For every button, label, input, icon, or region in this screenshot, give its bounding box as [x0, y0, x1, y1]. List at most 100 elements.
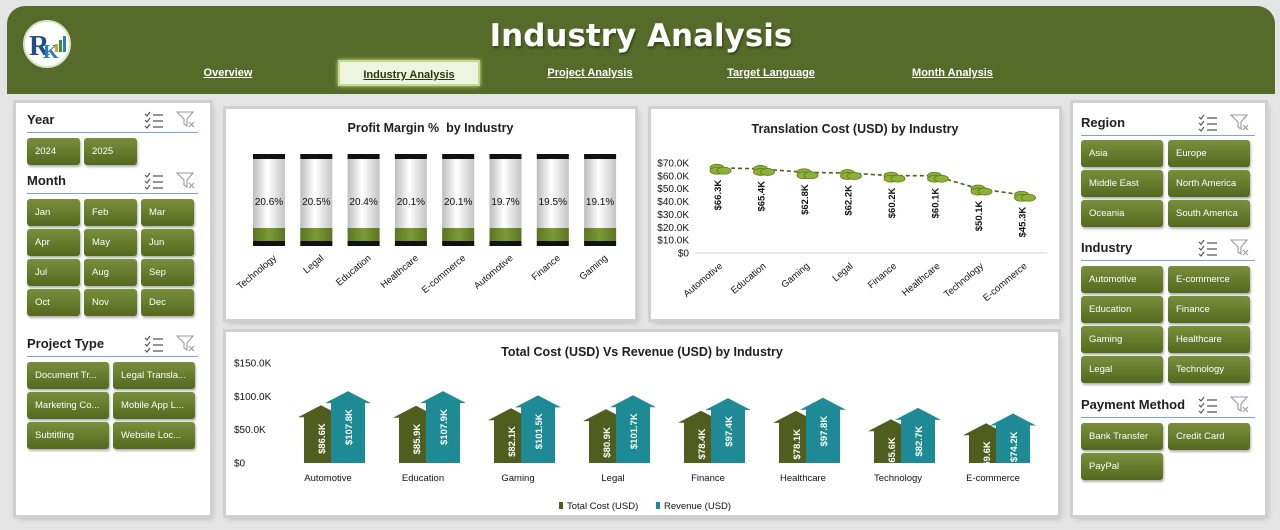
- coin-marker-icon: [753, 165, 775, 176]
- tab-project-analysis[interactable]: Project Analysis: [547, 67, 633, 79]
- x-tick-label: Technology: [874, 473, 922, 484]
- profit-fill-bar: [300, 228, 333, 241]
- y-tick-label: $50.0K: [234, 425, 266, 436]
- month-option-sep[interactable]: Sep: [141, 259, 194, 286]
- project-type-option-subtitling[interactable]: Subtitling: [27, 422, 109, 449]
- total-cost-data-label: $59.6K: [982, 441, 993, 472]
- cylinder-cap-top: [584, 154, 617, 159]
- multi-select-icon[interactable]: [1198, 396, 1218, 414]
- project-type-option-document-tr[interactable]: Document Tr...: [27, 362, 109, 389]
- profit-fill-bar: [347, 228, 380, 241]
- industry-option-e-commerce[interactable]: E-commerce: [1168, 266, 1250, 293]
- profit-data-label: 20.5%: [302, 197, 330, 208]
- payment-method-option-bank-transfer[interactable]: Bank Transfer: [1081, 423, 1163, 450]
- x-tick-label: Healthcare: [780, 473, 826, 484]
- multi-select-icon[interactable]: [144, 111, 164, 129]
- multi-select-icon[interactable]: [1198, 239, 1218, 257]
- year-option-2024[interactable]: 2024: [27, 138, 80, 165]
- project-type-option-mobile-app-l[interactable]: Mobile App L...: [113, 392, 195, 419]
- project-type-option-marketing-co[interactable]: Marketing Co...: [27, 392, 109, 419]
- payment-method-option-paypal[interactable]: PayPal: [1081, 453, 1163, 480]
- revenue-arrow-bar: [515, 395, 561, 463]
- region-option-south-america[interactable]: South America: [1168, 200, 1250, 227]
- cost-vs-revenue-chart: Total Cost (USD) Vs Revenue (USD) by Ind…: [226, 332, 1058, 515]
- month-option-nov[interactable]: Nov: [84, 289, 137, 316]
- x-tick-label: Gaming: [501, 473, 534, 484]
- month-option-jun[interactable]: Jun: [141, 229, 194, 256]
- clear-filter-icon[interactable]: [175, 335, 196, 353]
- month-option-feb[interactable]: Feb: [84, 199, 137, 226]
- clear-filter-icon[interactable]: [1229, 114, 1250, 132]
- region-option-asia[interactable]: Asia: [1081, 140, 1163, 167]
- multi-select-icon[interactable]: [1198, 114, 1218, 132]
- y-tick-label: $10.0K: [657, 236, 689, 247]
- header-bar: R K Industry Analysis: [7, 6, 1275, 94]
- region-option-europe[interactable]: Europe: [1168, 140, 1250, 167]
- total-cost-data-label: $85.9K: [412, 424, 423, 455]
- project-type-option-website-loc[interactable]: Website Loc...: [113, 422, 195, 449]
- month-option-may[interactable]: May: [84, 229, 137, 256]
- region-option-oceania[interactable]: Oceania: [1081, 200, 1163, 227]
- translation-cost-data-label: $62.2K: [844, 185, 855, 216]
- industry-option-gaming[interactable]: Gaming: [1081, 326, 1163, 353]
- coin-marker-icon: [1014, 190, 1036, 202]
- month-option-jan[interactable]: Jan: [27, 199, 80, 226]
- translation-cost-data-label: $62.8K: [800, 184, 811, 215]
- x-tick-label: E-commerce: [981, 261, 1029, 304]
- y-tick-label: $50.0K: [657, 184, 689, 195]
- cylinder-cap-top: [442, 154, 475, 159]
- industry-slicer-title: Industry: [1081, 240, 1133, 255]
- clear-filter-icon[interactable]: [1229, 239, 1250, 257]
- industry-option-legal[interactable]: Legal: [1081, 356, 1163, 383]
- payment-method-option-credit-card[interactable]: Credit Card: [1168, 423, 1250, 450]
- cylinder-cap-bottom: [536, 241, 569, 246]
- x-tick-label: Finance: [530, 253, 563, 283]
- tab-overview[interactable]: Overview: [203, 67, 253, 79]
- revenue-data-label: $82.7K: [914, 426, 925, 457]
- clear-filter-icon[interactable]: [175, 172, 196, 190]
- industry-option-education[interactable]: Education: [1081, 296, 1163, 323]
- industry-option-technology[interactable]: Technology: [1168, 356, 1250, 383]
- coin-marker-icon: [796, 168, 819, 180]
- x-tick-label: Automotive: [681, 261, 724, 300]
- x-tick-label: Legal: [831, 261, 856, 284]
- x-tick-label: Finance: [866, 261, 899, 291]
- multi-select-icon[interactable]: [144, 172, 164, 190]
- profit-margin-bar-chart: 20.6% Technology 20.5% Legal 20.4% Education 2…: [235, 154, 617, 296]
- translation-cost-data-label: $60.2K: [887, 187, 898, 218]
- industry-option-finance[interactable]: Finance: [1168, 296, 1250, 323]
- revenue-arrow-bar: [420, 391, 466, 463]
- cylinder-cap-top: [253, 154, 285, 159]
- revenue-data-label: $107.8K: [344, 409, 355, 445]
- tab-target-language[interactable]: Target Language: [727, 67, 815, 79]
- multi-select-icon[interactable]: [144, 335, 164, 353]
- region-option-middle-east[interactable]: Middle East: [1081, 170, 1163, 197]
- tab-industry-analysis[interactable]: Industry Analysis: [338, 60, 480, 86]
- x-tick-label: Technology: [942, 261, 986, 300]
- month-option-oct[interactable]: Oct: [27, 289, 80, 316]
- cylinder-cap-top: [394, 154, 427, 159]
- profit-fill-bar: [253, 228, 285, 241]
- revenue-data-label: $97.4K: [724, 416, 735, 447]
- profit-data-label: 20.4%: [349, 197, 377, 208]
- tab-month-analysis[interactable]: Month Analysis: [912, 67, 993, 79]
- project-type-option-legal-transla[interactable]: Legal Transla...: [113, 362, 195, 389]
- clear-filter-icon[interactable]: [1229, 396, 1250, 414]
- month-option-jul[interactable]: Jul: [27, 259, 80, 286]
- industry-option-automotive[interactable]: Automotive: [1081, 266, 1163, 293]
- clear-filter-icon[interactable]: [175, 111, 196, 129]
- month-option-dec[interactable]: Dec: [141, 289, 194, 316]
- slicer-divider: [1081, 135, 1255, 136]
- month-option-apr[interactable]: Apr: [27, 229, 80, 256]
- month-option-aug[interactable]: Aug: [84, 259, 137, 286]
- year-option-2025[interactable]: 2025: [84, 138, 137, 165]
- translation-cost-data-label: $45.3K: [1018, 207, 1029, 238]
- x-tick-label: Automotive: [304, 473, 352, 484]
- region-option-north-america[interactable]: North America: [1168, 170, 1250, 197]
- cylinder-cap-bottom: [394, 241, 427, 246]
- year-slicer-title: Year: [27, 112, 55, 127]
- month-option-mar[interactable]: Mar: [141, 199, 194, 226]
- industry-option-healthcare[interactable]: Healthcare: [1168, 326, 1250, 353]
- revenue-arrow-bar: [705, 398, 751, 463]
- translation-cost-data-label: $66.3K: [713, 180, 724, 211]
